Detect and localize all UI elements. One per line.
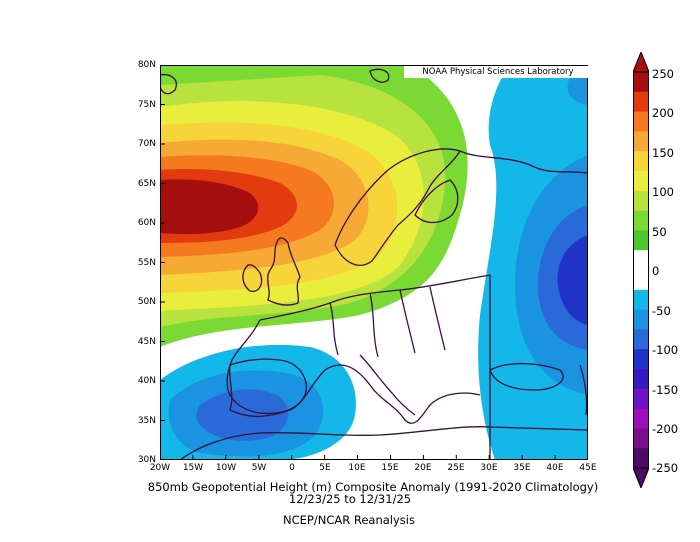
colorbar-label-100: 100 <box>652 185 674 199</box>
colorbar-top-arrow <box>633 52 649 73</box>
colorbar <box>633 52 649 488</box>
colorbar-label-250: 250 <box>652 67 674 81</box>
colorbar-label-150: 150 <box>652 146 674 160</box>
colorbar-cell <box>633 230 649 251</box>
map-frame <box>160 65 588 460</box>
lat-label-35n: 35N <box>137 416 156 426</box>
colorbar-label-50: 50 <box>652 225 667 239</box>
colorbar-cell <box>633 91 649 113</box>
negative-anomaly-fill-east <box>478 65 588 460</box>
colorbar-cell <box>633 349 649 370</box>
colorbar-cell <box>633 171 649 192</box>
lat-label-55n: 55N <box>137 258 156 268</box>
colorbar-cell <box>633 210 649 231</box>
colorbar-cell <box>633 408 649 429</box>
colorbar-cell <box>633 190 649 212</box>
lon-label-0: 0 <box>289 463 295 473</box>
colorbar-cell <box>633 111 649 132</box>
credit-label: NOAA Physical Sciences Laboratory <box>404 66 592 78</box>
lon-label-20w: 20W <box>149 463 171 473</box>
lon-label-10e: 10E <box>348 463 366 473</box>
lat-label-60n: 60N <box>137 218 156 228</box>
lon-label-10w: 10W <box>215 463 237 473</box>
colorbar-label-0: 0 <box>652 264 660 278</box>
lon-label-5w: 5W <box>251 463 267 473</box>
colorbar-cell <box>633 131 649 152</box>
colorbar-label-200: 200 <box>652 106 674 120</box>
map-panel <box>160 65 588 460</box>
positive-anomaly-fill <box>160 65 468 347</box>
coastlines <box>160 68 588 460</box>
grid-ticks <box>160 104 556 460</box>
colorbar-label-neg50: -50 <box>652 304 671 318</box>
colorbar-label-neg150: -150 <box>652 383 679 397</box>
lat-label-50n: 50N <box>137 297 156 307</box>
caption-variable: 850mb Geopotential Height (m) Composite … <box>147 480 599 494</box>
lat-label-75n: 75N <box>137 100 156 110</box>
anomaly-map <box>160 65 588 460</box>
lat-label-65n: 65N <box>137 179 156 189</box>
lon-label-30e: 30E <box>480 463 498 473</box>
colorbar-label-neg250: -250 <box>652 461 679 475</box>
colorbar-cell <box>633 388 649 410</box>
colorbar-cell <box>633 151 649 172</box>
lon-label-15e: 15E <box>381 463 399 473</box>
colorbar-cells <box>633 71 649 469</box>
negative-anomaly-fill-southwest <box>160 344 356 460</box>
colorbar-cell <box>633 428 649 449</box>
lat-label-45n: 45N <box>137 337 156 347</box>
lon-label-5e: 5E <box>319 463 331 473</box>
lat-label-80n: 80N <box>137 60 156 70</box>
colorbar-label-neg100: -100 <box>652 343 679 357</box>
lon-label-40e: 40E <box>546 463 564 473</box>
caption-dates: 12/23/25 to 12/31/25 <box>288 492 412 506</box>
caption-source: NCEP/NCAR Reanalysis <box>283 513 415 527</box>
lon-label-20e: 20E <box>414 463 432 473</box>
colorbar-cell <box>633 289 649 311</box>
lon-label-35e: 35E <box>513 463 531 473</box>
colorbar-cell <box>633 270 649 291</box>
colorbar-cell <box>633 448 649 469</box>
colorbar-label-neg200: -200 <box>652 422 679 436</box>
lat-label-40n: 40N <box>137 376 156 386</box>
lon-label-15w: 15W <box>182 463 204 473</box>
colorbar-cell <box>633 369 649 390</box>
lon-label-25e: 25E <box>447 463 465 473</box>
colorbar-cell <box>633 250 649 271</box>
lon-label-45e: 45E <box>579 463 597 473</box>
lat-label-30n: 30N <box>137 455 156 465</box>
lat-label-70n: 70N <box>137 139 156 149</box>
colorbar-cell <box>633 72 649 93</box>
colorbar-cell <box>633 329 649 350</box>
colorbar-bottom-arrow <box>633 467 649 488</box>
colorbar-cell <box>633 309 649 330</box>
